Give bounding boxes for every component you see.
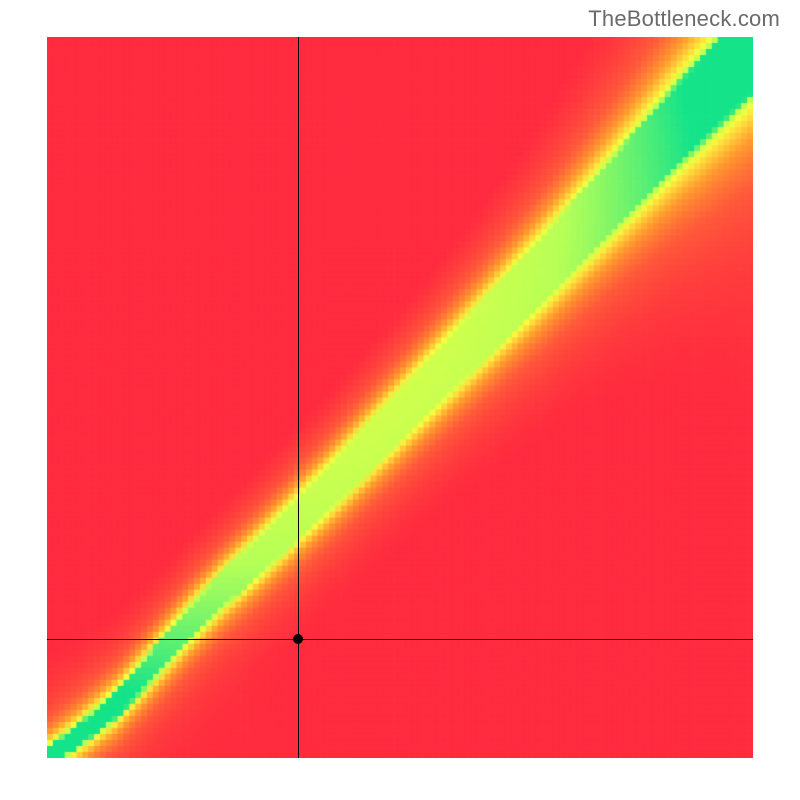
chart-container: TheBottleneck.com (0, 0, 800, 800)
heatmap-canvas (47, 37, 753, 758)
heatmap-plot (47, 37, 753, 758)
watermark-text: TheBottleneck.com (588, 6, 780, 32)
crosshair-marker (293, 634, 303, 644)
crosshair-horizontal (47, 639, 753, 640)
crosshair-vertical (298, 37, 299, 758)
